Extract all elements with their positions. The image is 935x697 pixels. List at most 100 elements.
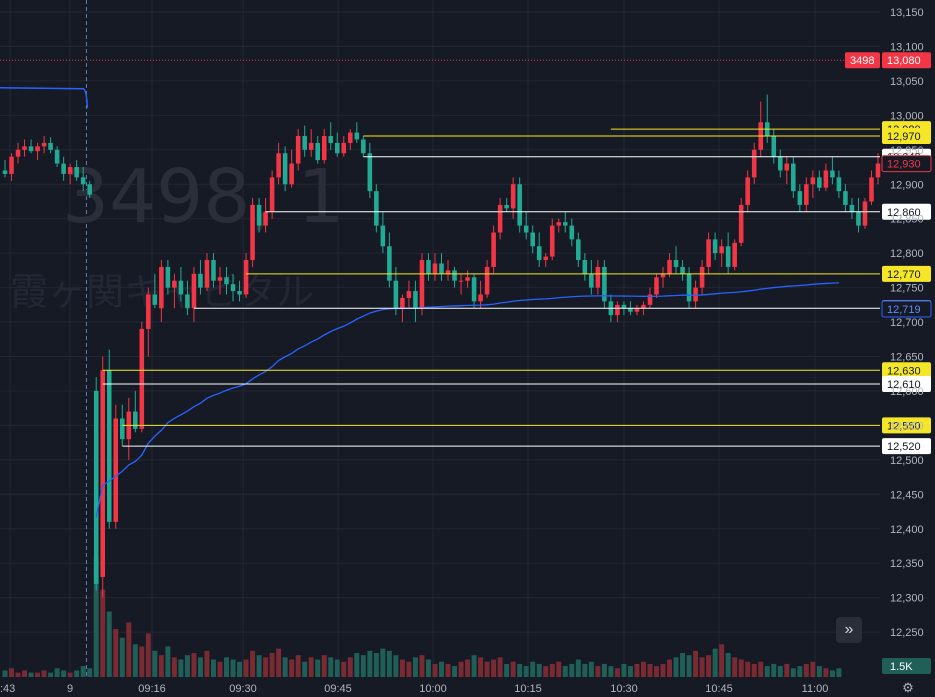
level-label: 12,610 xyxy=(887,379,921,391)
volume-bar xyxy=(132,644,138,677)
candle-body xyxy=(204,260,210,288)
price-tick: 12,900 xyxy=(890,179,924,191)
time-tick: 10:45 xyxy=(705,683,733,695)
volume-bar xyxy=(621,663,627,677)
volume-bar xyxy=(28,672,34,677)
volume-bar xyxy=(197,657,203,677)
level-label-bg xyxy=(882,362,931,379)
volume-bar xyxy=(517,663,523,677)
price-tick: 12,400 xyxy=(890,524,924,536)
candle-body xyxy=(654,277,659,295)
level-label-bg xyxy=(882,203,931,220)
candle-body xyxy=(439,263,444,274)
current-symbol-badge xyxy=(845,52,880,69)
candle-body xyxy=(530,232,535,247)
candle-body xyxy=(660,273,666,278)
volume-bar xyxy=(250,650,256,677)
price-tick: 12,250 xyxy=(890,627,924,639)
gear-icon[interactable]: ⚙ xyxy=(902,680,914,695)
volume-bar xyxy=(243,659,249,677)
vwap-line xyxy=(0,87,839,518)
volume-bar xyxy=(289,659,295,677)
candle-body xyxy=(263,211,268,226)
candle-body xyxy=(510,184,516,209)
volume-bar xyxy=(640,661,646,677)
time-tick: 9 xyxy=(67,683,73,695)
volume-bar xyxy=(523,666,529,677)
candle-body xyxy=(87,184,92,195)
scroll-to-realtime-button[interactable]: » xyxy=(836,617,862,643)
volume-bar xyxy=(712,648,718,677)
candle-body xyxy=(556,222,562,226)
price-tick: 12,450 xyxy=(890,489,924,501)
candle-body xyxy=(341,142,347,154)
candle-body xyxy=(113,418,119,522)
volume-bar xyxy=(471,655,477,677)
candle-body xyxy=(647,294,653,305)
volume-bar xyxy=(575,659,581,677)
candle-body xyxy=(106,370,112,522)
candle-body xyxy=(269,177,275,212)
volume-bar xyxy=(295,655,301,677)
volume-bar xyxy=(725,653,731,677)
candle-body xyxy=(224,277,229,285)
volume-bar xyxy=(432,663,438,677)
candle-body xyxy=(256,204,262,226)
candle-body xyxy=(673,260,679,267)
candle-body xyxy=(61,163,66,174)
volume-bar xyxy=(699,657,705,677)
volume-bar xyxy=(582,663,588,677)
candle-body xyxy=(295,136,301,164)
price-tick: 12,550 xyxy=(890,420,924,432)
horizontal-levels[interactable]: 12,98012,97012,94012,86012,77012,72012,6… xyxy=(102,121,931,455)
volume-bar xyxy=(627,666,633,677)
candle-body xyxy=(471,277,477,302)
volume-bar xyxy=(22,670,28,677)
volume-bar xyxy=(504,663,510,677)
candle-body xyxy=(74,167,79,178)
volume-bar xyxy=(224,657,229,677)
volume-bar xyxy=(745,661,751,677)
volume-bar xyxy=(393,655,399,677)
volume-bar xyxy=(308,657,314,677)
volume-bar xyxy=(139,646,145,677)
level-label-bg xyxy=(882,265,931,282)
candle-body xyxy=(869,177,874,202)
time-axis[interactable]: :43 9 09:16 09:30 09:45 10:00 10:15 10:30 10:45 1… xyxy=(0,677,935,697)
volume-bar xyxy=(419,655,425,677)
volume-bar xyxy=(777,666,783,677)
time-tick: 10:30 xyxy=(610,683,638,695)
volume-bar xyxy=(732,657,738,677)
price-tick: 12,800 xyxy=(890,248,924,260)
candle-body xyxy=(445,270,451,274)
candle-body xyxy=(745,177,750,205)
candle-body xyxy=(777,156,783,171)
candle-body xyxy=(543,256,549,261)
volume-bar xyxy=(2,670,8,677)
price-tick: 12,500 xyxy=(890,455,924,467)
candle-body xyxy=(517,184,522,226)
volume-bar xyxy=(158,655,164,677)
time-tick: 09:30 xyxy=(229,683,257,695)
price-tick: 12,300 xyxy=(890,593,924,605)
current-symbol-text: 3498 xyxy=(850,55,874,67)
volume-bar xyxy=(54,668,60,677)
candle-body xyxy=(628,308,633,312)
volume-bar xyxy=(15,672,21,677)
volume-bar xyxy=(654,666,659,677)
volume-bar xyxy=(784,663,790,677)
volume-bar xyxy=(204,650,210,677)
volume-bar xyxy=(686,655,692,677)
volume-bar xyxy=(608,666,614,677)
candle-body xyxy=(152,294,158,305)
candle-body xyxy=(380,225,386,247)
candle-body xyxy=(523,225,529,233)
candle-body xyxy=(536,246,542,261)
price-axis[interactable]: 13,150 13,100 13,050 13,000 12,950 12,900 12,8… xyxy=(890,7,924,639)
volume-bar xyxy=(328,657,334,677)
volume-bar xyxy=(595,666,601,677)
candle-body xyxy=(823,170,829,188)
candle-body xyxy=(308,142,314,150)
candle-body xyxy=(54,149,60,164)
